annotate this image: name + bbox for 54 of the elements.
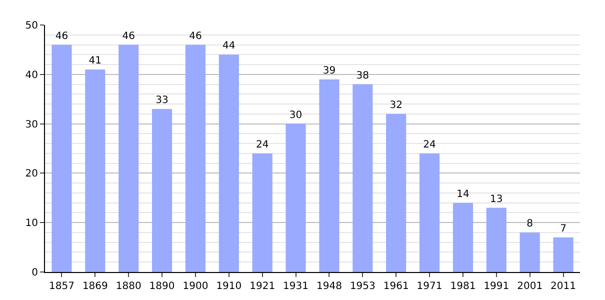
bar: [452, 202, 473, 272]
bar: [520, 232, 540, 272]
x-tick-label: 2001: [517, 281, 543, 292]
data-label: 8: [526, 218, 534, 230]
x-tick-label: 1921: [250, 281, 276, 292]
x-tick-label: 2011: [550, 281, 576, 292]
bar: [352, 84, 373, 272]
data-label: 32: [390, 100, 402, 111]
bar: [52, 44, 72, 272]
data-label: 39: [322, 65, 336, 76]
y-tick-label: 10: [25, 218, 38, 230]
x-tick-label: 1900: [182, 281, 208, 292]
x-tick-label: 1953: [350, 281, 376, 292]
x-tick-label: 1857: [48, 281, 74, 292]
data-label: 46: [55, 30, 68, 42]
x-tick-label: 1961: [383, 281, 409, 292]
bar: [420, 153, 440, 272]
bar: [118, 44, 139, 272]
x-tick-label: 1869: [82, 281, 108, 292]
x-tick-label: 1910: [216, 281, 242, 292]
bar: [286, 124, 306, 272]
bar: [152, 108, 172, 272]
data-label: 38: [356, 70, 370, 82]
data-label: 33: [156, 94, 168, 106]
data-label: 46: [122, 30, 135, 42]
y-tick-label: 0: [32, 268, 38, 278]
data-label: 13: [490, 194, 503, 205]
data-label: 44: [222, 40, 236, 52]
bar: [553, 237, 574, 272]
y-tick-label: 20: [25, 168, 38, 180]
data-label: 24: [256, 139, 269, 150]
x-tick-label: 1981: [450, 281, 476, 292]
x-tick-label: 1991: [484, 281, 510, 292]
bar: [252, 153, 272, 272]
x-tick-label: 1890: [149, 281, 175, 292]
data-label: 46: [189, 30, 202, 42]
data-label: 30: [289, 110, 302, 121]
x-tick-label: 1948: [316, 281, 342, 292]
bar: [185, 44, 206, 272]
x-tick-label: 1931: [283, 281, 309, 292]
data-label: 41: [88, 55, 102, 66]
bar: [218, 54, 239, 272]
data-label: 24: [423, 139, 436, 150]
y-tick-label: 30: [25, 119, 38, 130]
bar: [85, 69, 106, 272]
data-label: 14: [456, 188, 470, 200]
y-tick-label: 40: [25, 70, 38, 81]
bar: [386, 114, 406, 272]
bar: [486, 208, 506, 272]
x-tick-label: 1880: [116, 281, 142, 292]
bar: [319, 79, 340, 272]
data-label: 7: [560, 223, 566, 234]
y-tick-label: 50: [25, 20, 38, 32]
x-tick-label: 1971: [416, 281, 442, 292]
